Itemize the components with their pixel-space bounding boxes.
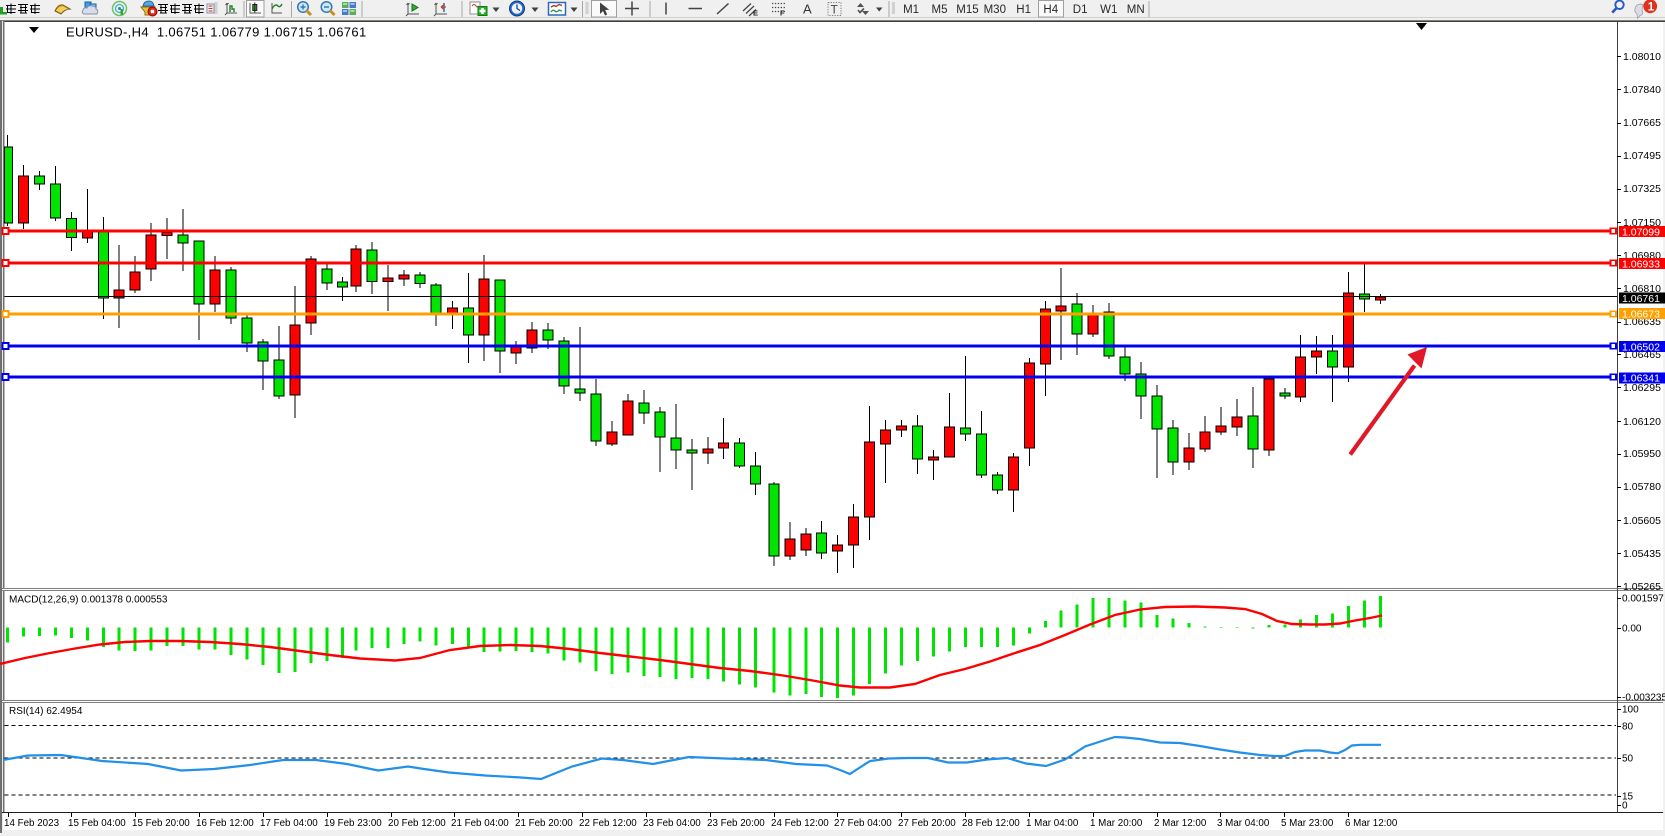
svg-text:15 Feb 20:00: 15 Feb 20:00 bbox=[132, 818, 190, 829]
svg-text:14 Feb 2023: 14 Feb 2023 bbox=[4, 818, 60, 829]
svg-text:H1: H1 bbox=[1016, 4, 1031, 16]
svg-text:15: 15 bbox=[1622, 792, 1634, 803]
svg-text:3 Mar 04:00: 3 Mar 04:00 bbox=[1217, 818, 1270, 829]
svg-text:1: 1 bbox=[1648, 2, 1655, 14]
svg-text:20 Feb 12:00: 20 Feb 12:00 bbox=[388, 818, 446, 829]
svg-text:1.06810: 1.06810 bbox=[1623, 283, 1661, 295]
svg-text:M5: M5 bbox=[932, 4, 948, 16]
svg-text:1.07495: 1.07495 bbox=[1623, 150, 1661, 162]
svg-text:H4: H4 bbox=[1043, 4, 1058, 16]
svg-text:1.06502: 1.06502 bbox=[1622, 341, 1660, 353]
svg-text:6 Mar 12:00: 6 Mar 12:00 bbox=[1345, 818, 1398, 829]
svg-text:15 Feb 04:00: 15 Feb 04:00 bbox=[68, 818, 126, 829]
svg-text:M15: M15 bbox=[956, 4, 978, 16]
svg-text:M30: M30 bbox=[984, 4, 1006, 16]
svg-text:22 Feb 12:00: 22 Feb 12:00 bbox=[579, 818, 637, 829]
svg-text:23 Feb 20:00: 23 Feb 20:00 bbox=[707, 818, 765, 829]
svg-text:100: 100 bbox=[1622, 705, 1639, 716]
svg-text:EURUSD-,H4 1.06751 1.06779 1.: EURUSD-,H4 1.06751 1.06779 1.06715 1.067… bbox=[66, 25, 367, 40]
svg-text:1.05950: 1.05950 bbox=[1623, 448, 1661, 460]
svg-text:T: T bbox=[831, 3, 839, 17]
svg-text:0.001597: 0.001597 bbox=[1622, 594, 1664, 605]
svg-text:21 Feb 20:00: 21 Feb 20:00 bbox=[515, 818, 573, 829]
svg-text:F: F bbox=[780, 9, 785, 18]
svg-text:16 Feb 12:00: 16 Feb 12:00 bbox=[196, 818, 254, 829]
svg-text:1.06673: 1.06673 bbox=[1622, 308, 1660, 320]
svg-text:1.07325: 1.07325 bbox=[1623, 183, 1661, 195]
svg-text:A: A bbox=[803, 2, 812, 17]
svg-text:1.05435: 1.05435 bbox=[1623, 548, 1661, 560]
svg-text:5 Mar 23:00: 5 Mar 23:00 bbox=[1281, 818, 1334, 829]
svg-text:1.07840: 1.07840 bbox=[1623, 84, 1661, 96]
svg-text:24 Feb 12:00: 24 Feb 12:00 bbox=[771, 818, 829, 829]
svg-text:1.06933: 1.06933 bbox=[1622, 258, 1660, 270]
svg-text:27 Feb 04:00: 27 Feb 04:00 bbox=[834, 818, 892, 829]
svg-text:M1: M1 bbox=[903, 4, 919, 16]
svg-text:80: 80 bbox=[1622, 722, 1634, 733]
svg-text:E: E bbox=[753, 9, 758, 18]
svg-text:1.05605: 1.05605 bbox=[1623, 515, 1661, 527]
svg-text:19 Feb 23:00: 19 Feb 23:00 bbox=[324, 818, 382, 829]
svg-text:28 Feb 12:00: 28 Feb 12:00 bbox=[962, 818, 1020, 829]
svg-text:1.07665: 1.07665 bbox=[1623, 117, 1661, 129]
svg-text:1.05780: 1.05780 bbox=[1623, 481, 1661, 493]
svg-text:1.05265: 1.05265 bbox=[1623, 581, 1661, 593]
svg-text:1.06761: 1.06761 bbox=[1622, 293, 1660, 305]
svg-text:0: 0 bbox=[1622, 801, 1628, 812]
svg-text:W1: W1 bbox=[1100, 4, 1117, 16]
svg-text:1 Mar 20:00: 1 Mar 20:00 bbox=[1090, 818, 1143, 829]
svg-text:D1: D1 bbox=[1073, 4, 1088, 16]
svg-text:1.06120: 1.06120 bbox=[1623, 416, 1661, 428]
svg-text:21 Feb 04:00: 21 Feb 04:00 bbox=[451, 818, 509, 829]
svg-text:0.00: 0.00 bbox=[1622, 624, 1642, 635]
svg-text:27 Feb 20:00: 27 Feb 20:00 bbox=[898, 818, 956, 829]
svg-text:17 Feb 04:00: 17 Feb 04:00 bbox=[260, 818, 318, 829]
svg-text:MN: MN bbox=[1127, 4, 1145, 16]
svg-text:1.07099: 1.07099 bbox=[1622, 226, 1660, 238]
svg-text:MACD(12,26,9) 0.001378 0.00055: MACD(12,26,9) 0.001378 0.000553 bbox=[9, 595, 168, 606]
svg-text:1 Mar 04:00: 1 Mar 04:00 bbox=[1026, 818, 1079, 829]
svg-text:1.06341: 1.06341 bbox=[1622, 373, 1660, 385]
svg-text:50: 50 bbox=[1622, 754, 1634, 765]
svg-text:2 Mar 12:00: 2 Mar 12:00 bbox=[1154, 818, 1207, 829]
svg-text:1.06295: 1.06295 bbox=[1623, 382, 1661, 394]
svg-text:-0.003235: -0.003235 bbox=[1622, 693, 1665, 704]
svg-text:RSI(14) 62.4954: RSI(14) 62.4954 bbox=[9, 706, 83, 717]
svg-text:23 Feb 04:00: 23 Feb 04:00 bbox=[643, 818, 701, 829]
svg-text:1.08010: 1.08010 bbox=[1623, 51, 1661, 63]
